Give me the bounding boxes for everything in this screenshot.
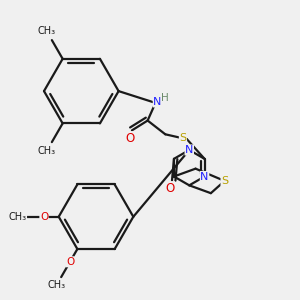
Text: O: O <box>66 257 74 267</box>
Text: N: N <box>185 145 194 155</box>
Text: O: O <box>165 182 175 195</box>
Text: S: S <box>221 176 228 186</box>
Text: CH₃: CH₃ <box>48 280 66 290</box>
Text: CH₃: CH₃ <box>8 212 27 222</box>
Text: N: N <box>200 172 209 182</box>
Text: O: O <box>125 132 135 145</box>
Text: CH₃: CH₃ <box>38 26 56 36</box>
Text: N: N <box>153 97 162 107</box>
Text: S: S <box>179 133 187 143</box>
Text: H: H <box>161 93 169 103</box>
Text: O: O <box>40 212 48 222</box>
Text: CH₃: CH₃ <box>38 146 56 157</box>
